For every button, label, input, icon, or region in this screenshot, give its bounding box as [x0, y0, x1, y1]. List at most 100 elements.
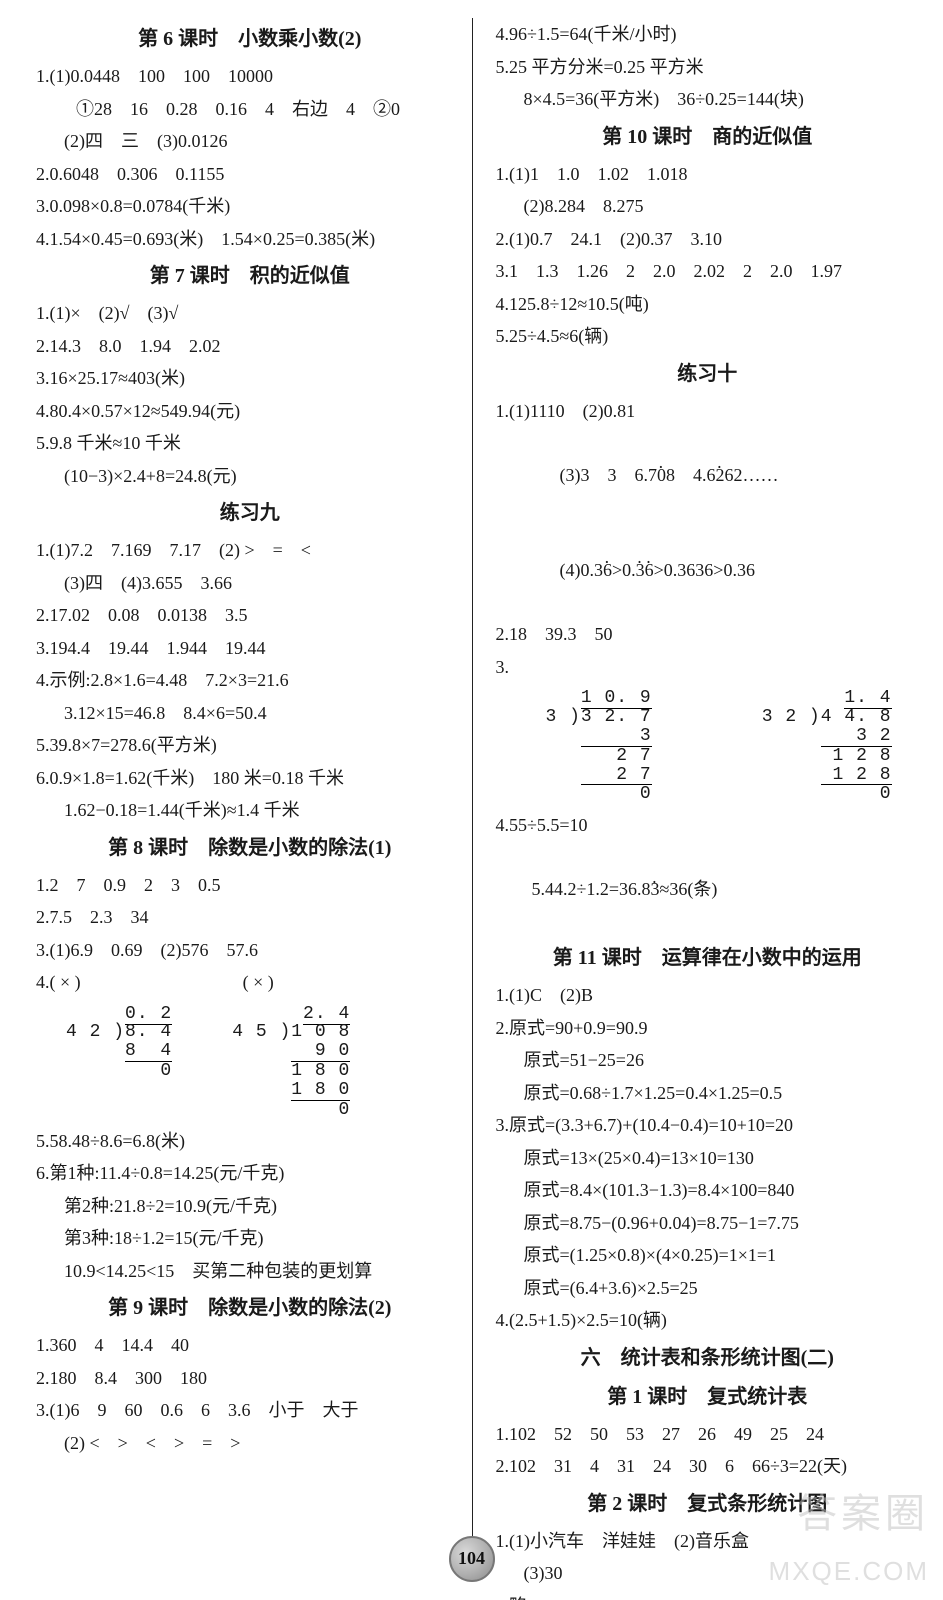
text-line: 原式=8.75−(0.96+0.04)=8.75−1=7.75: [496, 1208, 920, 1240]
heading-unit-6: 六 统计表和条形统计图(二): [496, 1341, 920, 1376]
text-fragment: ≈36(条): [660, 879, 718, 899]
text-line: 1.(1)1110 (2)0.81: [496, 396, 920, 428]
text-line: 2.17.02 0.08 0.0138 3.5: [36, 600, 464, 632]
text-line: 3.(1)6.9 0.69 (2)576 57.6: [36, 935, 464, 967]
text-fragment: 5.44.2÷1.2=36.8: [532, 879, 651, 899]
text-line: 1.(1)C (2)B: [496, 980, 920, 1012]
text-line: (2)8.284 8.275: [496, 191, 920, 223]
heading-lesson-6: 第 6 课时 小数乘小数(2): [36, 22, 464, 57]
text-fragment: >0.: [612, 560, 636, 580]
text-fragment: (4)0.3: [560, 560, 604, 580]
text-line: 3.16×25.17≈403(米): [36, 363, 464, 395]
text-line: 2.14.3 8.0 1.94 2.02: [36, 331, 464, 363]
dot-over: 2: [716, 465, 725, 485]
text-line: 1.(1)7.2 7.169 7.17 (2) > = <: [36, 535, 464, 567]
text-line: (10−3)×2.4+8=24.8(元): [36, 461, 464, 493]
text-line: 5.44.2÷1.2=36.83≈36(条): [496, 843, 920, 938]
text-line: 2.102 31 4 31 24 30 6 66÷3=22(天): [496, 1451, 920, 1483]
text-fragment: 62……: [725, 465, 779, 485]
heading-6-2: 第 2 课时 复式条形统计图: [496, 1487, 920, 1522]
text-line: 2.0.6048 0.306 0.1155: [36, 159, 464, 191]
long-division-row: 1 0. 93 )3 2. 7 3 2 7 2 7 0 1. 43 2 )4 4…: [546, 689, 920, 804]
page-number-circle: 104: [449, 1536, 495, 1582]
text-line: 5.58.48÷8.6=6.8(米): [36, 1126, 464, 1158]
text-line: 3.12×15=46.8 8.4×6=50.4: [36, 698, 464, 730]
text-line: 第2种:21.8÷2=10.9(元/千克): [36, 1191, 464, 1223]
text-line: 3.1 1.3 1.26 2 2.0 2.02 2 2.0 1.97: [496, 256, 920, 288]
heading-practice-10: 练习十: [496, 357, 920, 392]
text-line: 4.1.54×0.45=0.693(米) 1.54×0.25=0.385(米): [36, 224, 464, 256]
text-line: 1.(1)× (2)√ (3)√: [36, 298, 464, 330]
text-line: 5.25 平方分米=0.25 平方米: [496, 52, 920, 84]
text-line: 2.7.5 2.3 34: [36, 902, 464, 934]
text-line: 1.102 52 50 53 27 26 49 25 24: [496, 1419, 920, 1451]
text-line: 1.360 4 14.4 40: [36, 1330, 464, 1362]
heading-practice-9: 练习九: [36, 496, 464, 531]
text-fragment: (3)3 3 6.7: [560, 465, 658, 485]
text-line: (3)四 (4)3.655 3.66: [36, 568, 464, 600]
page-number: 104: [446, 1536, 498, 1588]
text-line: 3.(1)6 9 60 0.6 6 3.6 小于 大于: [36, 1395, 464, 1427]
text-line: 3.: [496, 652, 920, 684]
text-line: 原式=(1.25×0.8)×(4×0.25)=1×1=1: [496, 1240, 920, 1272]
text-line: (4)0.36>0.36>0.3636>0.36: [496, 524, 920, 619]
long-division-b: 2. 44 5 )1 0 8 9 0 1 8 0 1 8 0 0: [232, 1005, 350, 1120]
text-fragment: >0.3636>0.36: [654, 560, 755, 580]
text-line: 1.2 7 0.9 2 3 0.5: [36, 870, 464, 902]
text-line: 4.55÷5.5=10: [496, 810, 920, 842]
heading-6-1: 第 1 课时 复式统计表: [496, 1380, 920, 1415]
text-line: 原式=(6.4+3.6)×2.5=25: [496, 1273, 920, 1305]
text-line: 4.示例:2.8×1.6=4.48 7.2×3=21.6: [36, 665, 464, 697]
dot-over: 6: [603, 560, 612, 580]
page: 第 6 课时 小数乘小数(2) 1.(1)0.0448 100 100 1000…: [0, 0, 943, 1600]
text-line: 第3种:18÷1.2=15(元/千克): [36, 1223, 464, 1255]
text-line: (3)3 3 6.708 4.6262……: [496, 428, 920, 523]
text-line: 5.9.8 千米≈10 千米: [36, 428, 464, 460]
heading-lesson-10: 第 10 课时 商的近似值: [496, 120, 920, 155]
text-line: 2.180 8.4 300 180: [36, 1363, 464, 1395]
long-division-a: 0. 24 2 )8. 4 8 4 0: [66, 1005, 172, 1120]
column-left: 第 6 课时 小数乘小数(2) 1.(1)0.0448 100 100 1000…: [36, 18, 478, 1522]
text-line: 8×4.5=36(平方米) 36÷0.25=144(块): [496, 84, 920, 116]
text-line: 6.0.9×1.8=1.62(千米) 180 米=0.18 千米: [36, 763, 464, 795]
text-line: 1.(1)小汽车 洋娃娃 (2)音乐盒: [496, 1526, 920, 1558]
heading-lesson-9: 第 9 课时 除数是小数的除法(2): [36, 1291, 464, 1326]
text-line: 2.(1)0.7 24.1 (2)0.37 3.10: [496, 224, 920, 256]
text-line: (2)四 三 (3)0.0126: [36, 126, 464, 158]
text-line: 2.略: [496, 1591, 920, 1600]
text-line: 5.25÷4.5≈6(辆): [496, 321, 920, 353]
text-line: 4.( × ) ( × ): [36, 967, 464, 999]
text-line: 4.80.4×0.57×12≈549.94(元): [36, 396, 464, 428]
text-line: 原式=51−25=26: [496, 1045, 920, 1077]
long-division-d: 1. 43 2 )4 4. 8 3 2 1 2 8 1 2 8 0: [762, 689, 892, 804]
column-divider: [472, 18, 473, 1540]
text-line: 5.39.8×7=278.6(平方米): [36, 730, 464, 762]
dot-over: 3: [636, 560, 645, 580]
text-line: 原式=13×(25×0.4)=13×10=130: [496, 1143, 920, 1175]
text-line: 2.原式=90+0.9=90.9: [496, 1013, 920, 1045]
text-line: (2) < > < > = >: [36, 1428, 464, 1460]
text-line: 2.18 39.3 50: [496, 619, 920, 651]
text-line: 原式=0.68÷1.7×1.25=0.4×1.25=0.5: [496, 1078, 920, 1110]
text-line: 3.0.098×0.8=0.0784(千米): [36, 191, 464, 223]
heading-lesson-8: 第 8 课时 除数是小数的除法(1): [36, 831, 464, 866]
text-fragment: 8 4.6: [666, 465, 716, 485]
text-line: 3.原式=(3.3+6.7)+(10.4−0.4)=10+10=20: [496, 1110, 920, 1142]
dot-over: 0: [657, 465, 666, 485]
text-line: 6.第1种:11.4÷0.8=14.25(元/千克): [36, 1158, 464, 1190]
column-right: 4.96÷1.5=64(千米/小时) 5.25 平方分米=0.25 平方米 8×…: [478, 18, 920, 1522]
text-line: 4.(2.5+1.5)×2.5=10(辆): [496, 1305, 920, 1337]
text-line: ①28 16 0.28 0.16 4 右边 4 ②0: [36, 94, 464, 126]
text-line: (3)30: [496, 1558, 920, 1590]
text-line: 1.(1)1 1.0 1.02 1.018: [496, 159, 920, 191]
text-line: 1.62−0.18=1.44(千米)≈1.4 千米: [36, 795, 464, 827]
text-line: 4.125.8÷12≈10.5(吨): [496, 289, 920, 321]
heading-lesson-7: 第 7 课时 积的近似值: [36, 259, 464, 294]
text-line: 3.194.4 19.44 1.944 19.44: [36, 633, 464, 665]
dot-over: 6: [645, 560, 654, 580]
long-division-row: 0. 24 2 )8. 4 8 4 0 2. 44 5 )1 0 8 9 0 1…: [66, 1005, 464, 1120]
long-division-c: 1 0. 93 )3 2. 7 3 2 7 2 7 0: [546, 689, 652, 804]
text-line: 1.(1)0.0448 100 100 10000: [36, 61, 464, 93]
text-line: 原式=8.4×(101.3−1.3)=8.4×100=840: [496, 1175, 920, 1207]
text-line: 10.9<14.25<15 买第二种包装的更划算: [36, 1256, 464, 1288]
